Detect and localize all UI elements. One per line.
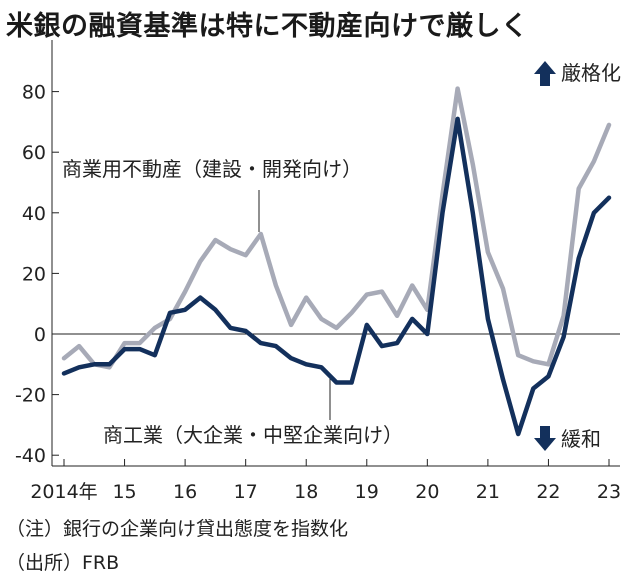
y-tick-label: 80: [22, 82, 46, 104]
y-tick-label: 40: [22, 203, 46, 225]
x-tick-label: 20: [415, 481, 439, 503]
series-label-commercial-real-estate: 商業用不動産（建設・開発向け）: [62, 157, 362, 181]
y-tick-label: -20: [15, 385, 46, 407]
series-line-commercial-industrial: [61, 116, 612, 437]
arrow-down-icon: [534, 426, 556, 451]
x-tick-label: 19: [355, 481, 379, 503]
series-label-commercial-industrial: 商工業（大企業・中堅企業向け）: [103, 423, 403, 447]
chart-title: 米銀の融資基準は特に不動産向けで厳しく: [6, 11, 529, 42]
x-tick-label: 18: [294, 481, 318, 503]
annotation-tighten: 厳格化: [561, 61, 621, 85]
x-tick-label: 17: [234, 481, 258, 503]
x-tick-label: 23: [597, 481, 621, 503]
x-tick-label: 15: [112, 481, 136, 503]
y-tick-label: 60: [22, 142, 46, 164]
y-tick-label: 20: [22, 263, 46, 285]
footnote: （注）銀行の企業向け貸出態度を指数化: [6, 518, 349, 540]
x-tick-label: 16: [173, 481, 197, 503]
x-tick-label: 22: [536, 481, 560, 503]
y-tick-label: -40: [15, 445, 46, 467]
x-tick-label: 21: [476, 481, 500, 503]
annotation-ease: 緩和: [561, 427, 601, 451]
source-note: （出所）FRB: [6, 552, 120, 574]
x-tick-label: 2014年: [30, 481, 97, 503]
series-line-commercial-real-estate: [61, 86, 612, 370]
y-tick-label: 0: [34, 324, 46, 346]
arrow-up-icon: [534, 61, 556, 86]
